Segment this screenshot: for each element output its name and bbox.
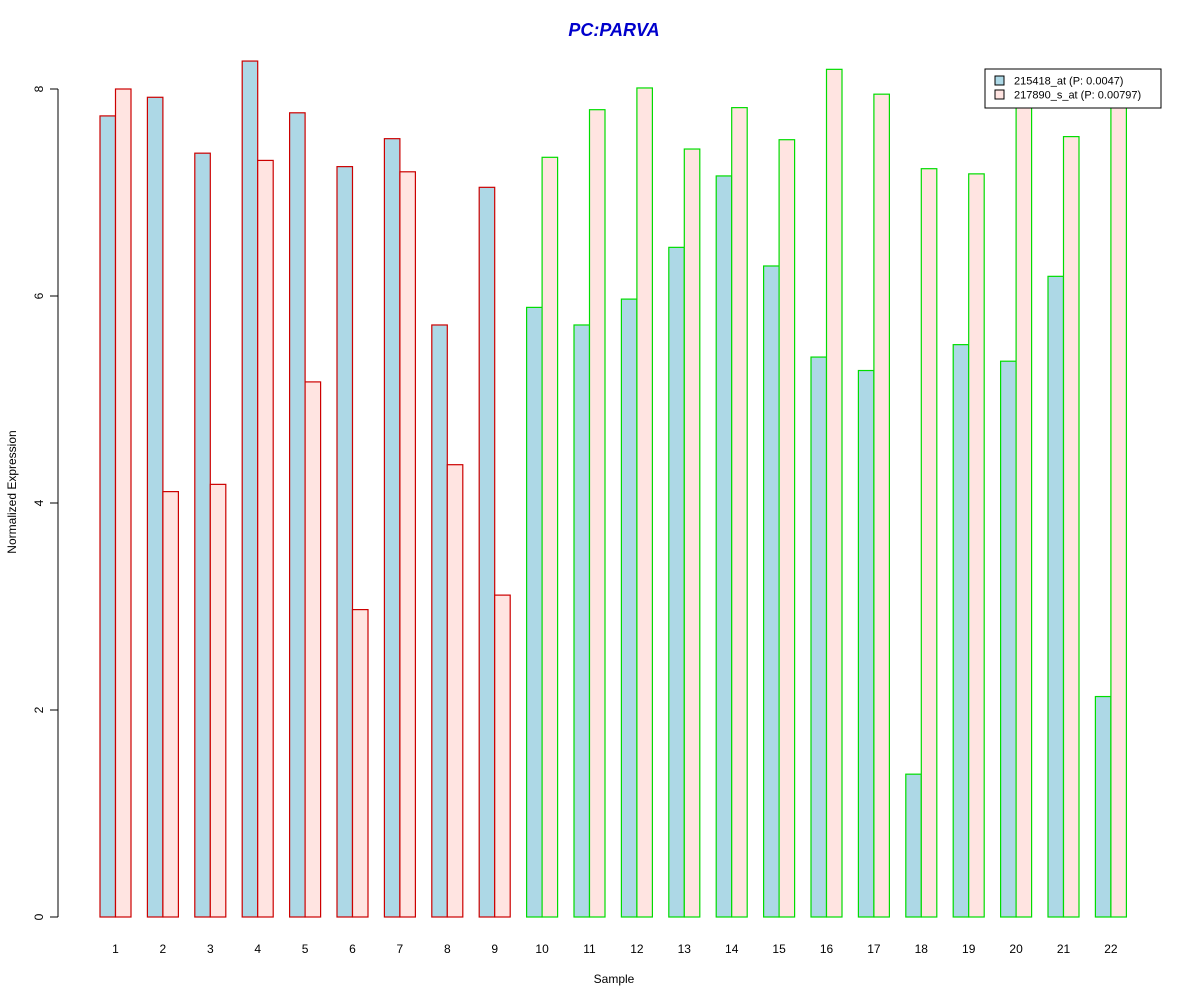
bar: [399, 171, 416, 918]
legend-label: 215418_at (P: 0.0047): [1014, 76, 1123, 88]
y-tick-label: 6: [32, 292, 46, 299]
bar: [952, 344, 970, 918]
bar: [304, 381, 322, 918]
bar: [1015, 103, 1033, 918]
x-tick-label: 11: [583, 942, 596, 956]
x-tick-label: 18: [915, 942, 929, 956]
bar: [525, 306, 543, 918]
bar: [778, 139, 796, 918]
x-tick-label: 5: [302, 942, 309, 956]
bar: [857, 369, 875, 918]
bar: [636, 87, 654, 918]
x-tick-label: 13: [678, 942, 692, 956]
bar: [573, 324, 591, 918]
y-tick-label: 2: [32, 706, 46, 713]
x-tick-label: 21: [1057, 942, 1071, 956]
bar: [351, 609, 369, 918]
x-tick-label: 10: [535, 942, 549, 956]
bar: [194, 152, 211, 918]
x-tick-label: 19: [962, 942, 976, 956]
bar: [99, 115, 117, 918]
legend-swatch: [994, 75, 1005, 86]
x-tick-label: 1: [112, 942, 119, 956]
x-tick-label: 9: [491, 942, 498, 956]
bar: [446, 464, 464, 918]
x-tick-label: 6: [349, 942, 356, 956]
legend-box: [984, 68, 1162, 109]
bar: [114, 88, 132, 918]
y-axis: 0 2 4 6 8: [32, 85, 59, 920]
bar: [1047, 275, 1065, 918]
bar: [336, 166, 354, 918]
x-tick-label: 8: [444, 942, 451, 956]
bar: [257, 159, 274, 918]
bar: [241, 60, 259, 918]
bar: [383, 138, 401, 918]
bar: [494, 594, 511, 918]
x-tick-label: 14: [725, 942, 739, 956]
bars: [99, 60, 1128, 918]
bar: [668, 246, 685, 918]
legend-label: 217890_s_at (P: 0.00797): [1014, 90, 1141, 102]
y-tick-label: 4: [32, 499, 46, 506]
legend: 215418_at (P: 0.0047) 217890_s_at (P: 0.0…: [984, 68, 1162, 109]
x-tick-label: 20: [1009, 942, 1023, 956]
bar: [905, 773, 922, 918]
bar: [162, 491, 179, 918]
x-tick-label: 22: [1104, 942, 1118, 956]
bar: [620, 298, 638, 918]
bar: [478, 186, 496, 918]
bar: [968, 173, 985, 918]
x-tick-label: 4: [254, 942, 261, 956]
bar: [715, 175, 733, 918]
bar: [731, 107, 748, 918]
bar: [999, 360, 1017, 918]
x-tick-label: 2: [160, 942, 167, 956]
bar: [1094, 695, 1112, 918]
bar: [762, 265, 780, 918]
bar: [1110, 103, 1128, 918]
bar: [1062, 136, 1080, 918]
bar: [683, 148, 701, 918]
x-axis: 1 2 3 4 5 6 7 8 9 10 11 12 13 14 15 16 17 18 19 20 21 22: [112, 942, 1118, 956]
bar: [541, 156, 559, 918]
bar: [289, 112, 306, 918]
bar: [146, 96, 164, 918]
bar: [810, 356, 828, 918]
chart-title: PC:PARVA: [568, 20, 659, 40]
bar: [920, 168, 938, 918]
x-tick-label: 16: [820, 942, 834, 956]
x-tick-label: 3: [207, 942, 214, 956]
y-tick-label: 0: [32, 913, 46, 920]
x-tick-label: 7: [397, 942, 404, 956]
y-tick-label: 8: [32, 85, 46, 92]
bar: [431, 324, 448, 918]
bar: [209, 483, 227, 918]
y-axis-title: Normalized Expression: [5, 430, 19, 553]
bar: [588, 109, 606, 918]
bar: [873, 93, 891, 918]
x-tick-label: 12: [630, 942, 644, 956]
legend-swatch: [994, 89, 1005, 100]
x-tick-label: 17: [867, 942, 881, 956]
bar: [825, 68, 843, 918]
x-axis-title: Sample: [594, 972, 635, 986]
x-tick-label: 15: [772, 942, 786, 956]
